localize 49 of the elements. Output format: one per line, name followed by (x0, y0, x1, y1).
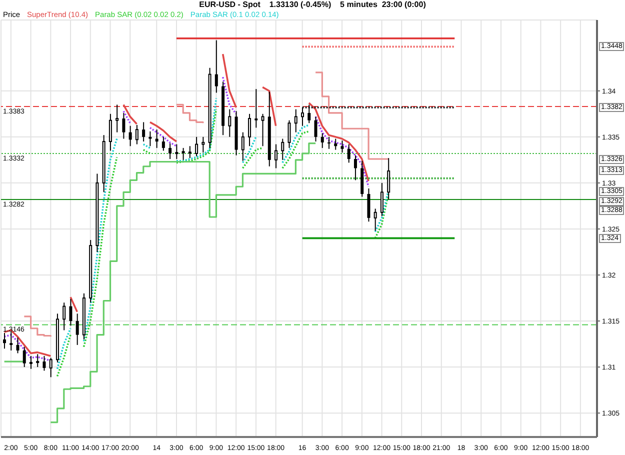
candlestick (168, 142, 172, 160)
candlestick (334, 138, 338, 150)
candlestick (281, 138, 284, 160)
candlestick (188, 146, 192, 159)
candlestick (354, 154, 357, 181)
candlestick (116, 104, 119, 133)
candlestick (122, 112, 126, 140)
chart-title: EUR-USD - Spot 1.33130 (-0.45%) 5 minutes 23:00 (0:00) (198, 0, 427, 10)
candlestick (228, 108, 232, 138)
candlestick (314, 116, 318, 142)
candlestick (76, 313, 79, 346)
candlestick (367, 188, 370, 222)
candlestick (261, 113, 264, 147)
candlestick (214, 40, 218, 94)
candlestick (327, 136, 330, 150)
candlestick (195, 136, 198, 157)
candlestick (248, 113, 252, 147)
candlestick (42, 355, 46, 372)
candlestick (320, 132, 324, 148)
candlestick (62, 302, 66, 331)
candlestick (374, 208, 377, 232)
candlestick (162, 136, 165, 152)
candlestick (301, 106, 304, 126)
candlestick (36, 354, 40, 368)
candlestick (294, 108, 298, 133)
candlestick (182, 147, 185, 160)
candlestick (288, 120, 291, 148)
candlestick (16, 337, 20, 354)
candlestick (142, 122, 146, 142)
candlestick (202, 136, 205, 154)
candlestick (128, 125, 132, 147)
candlestick (380, 182, 384, 217)
candlestick (22, 346, 26, 368)
candlestick (340, 140, 344, 154)
candlestick (274, 144, 278, 169)
candlestick (254, 88, 258, 128)
candlestick (3, 332, 6, 350)
candlestick (49, 357, 52, 378)
candlestick (175, 144, 178, 160)
candlestick (347, 144, 350, 164)
candlestick (69, 298, 72, 326)
candlestick (29, 355, 32, 370)
candlestick (10, 332, 13, 351)
candlestick (155, 129, 158, 148)
candlestick (308, 104, 311, 124)
candlestick (135, 124, 138, 145)
candlestick (387, 158, 390, 200)
candlestick (108, 113, 112, 152)
candlestick (241, 132, 244, 162)
